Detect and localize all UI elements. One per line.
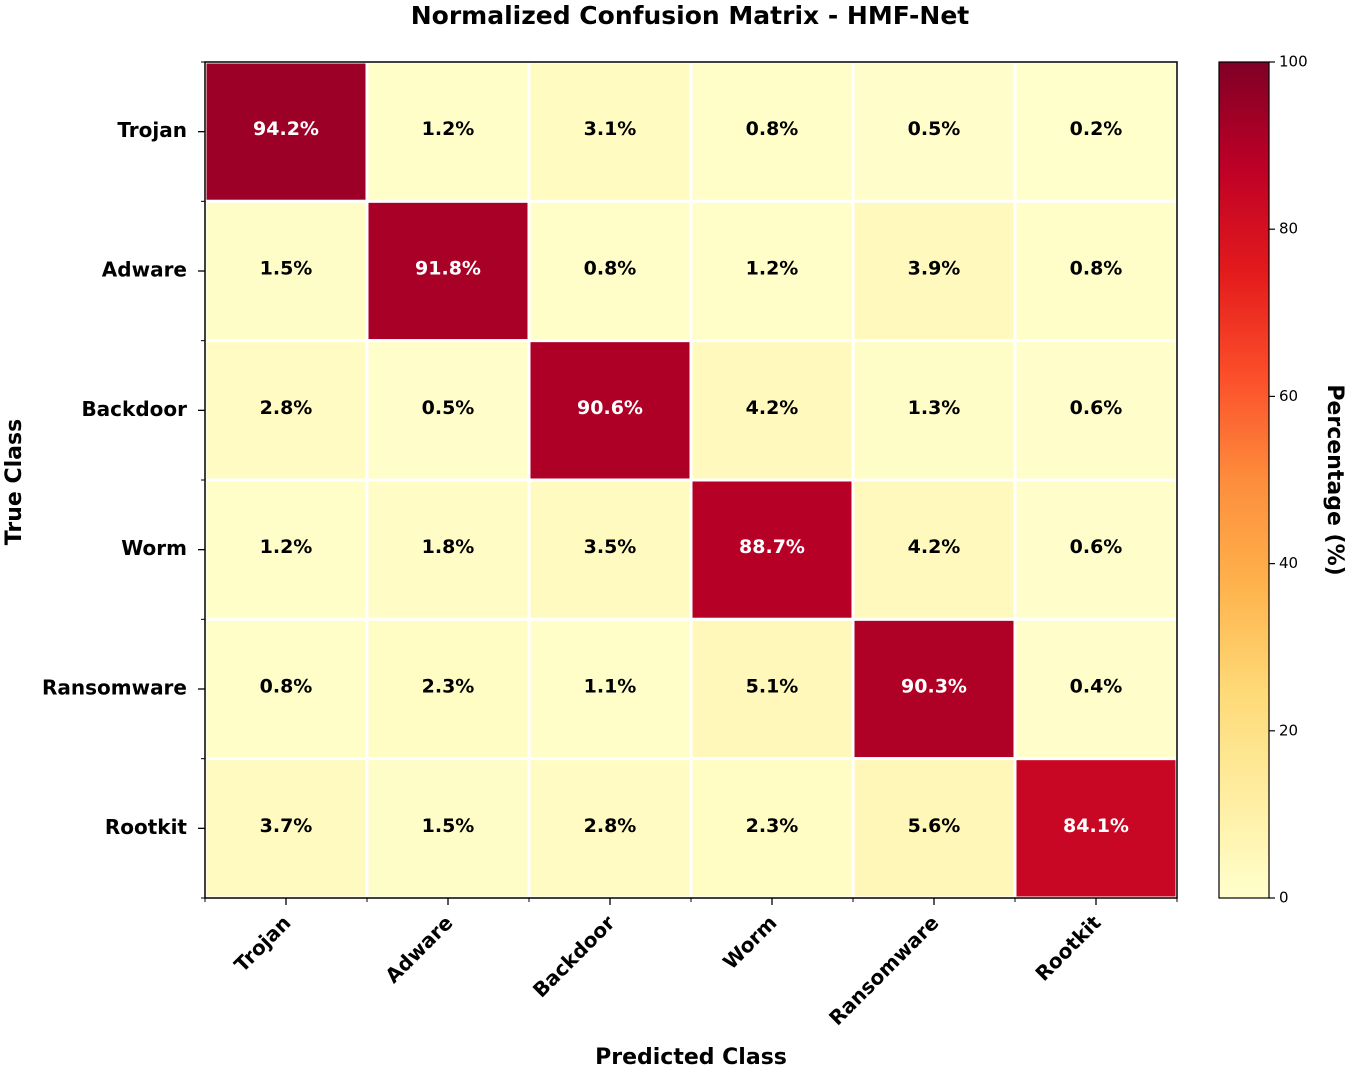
- cell-value-label: 5.1%: [746, 676, 799, 698]
- y-axis-ticks: Trojan Adware Backdoor Worm Ransomware Rootki…: [42, 61, 205, 899]
- y-tick-label: Trojan: [117, 118, 187, 142]
- cell-value-label: 1.5%: [260, 258, 313, 280]
- heatmap-cell: [851, 617, 1017, 761]
- colorbar-tick-label: 0: [1279, 889, 1289, 907]
- cell-value-label: 0.8%: [1070, 258, 1123, 280]
- cell-value-label: 1.3%: [908, 397, 961, 419]
- heatmap-cell: [851, 339, 1017, 482]
- cell-value-label: 5.6%: [908, 815, 961, 837]
- cell-value-label: 1.2%: [422, 118, 475, 140]
- cell-value-label: 3.5%: [584, 536, 637, 558]
- heatmap-cell: [689, 478, 855, 621]
- y-axis-label: True Class: [2, 419, 27, 545]
- colorbar-tick-label: 60: [1279, 387, 1298, 405]
- cell-value-label: 0.6%: [1070, 397, 1123, 419]
- cell-value-label: 1.1%: [584, 676, 637, 698]
- colorbar-tick-label: 80: [1279, 220, 1298, 238]
- x-tick-label: Rootkit: [1030, 910, 1105, 985]
- colorbar-tick-label: 40: [1279, 554, 1298, 572]
- heatmap-cell: [1013, 199, 1179, 343]
- x-tick-label: Worm: [718, 911, 781, 974]
- cell-value-label: 0.8%: [584, 258, 637, 280]
- colorbar-tick-label: 100: [1279, 53, 1308, 71]
- cell-value-label: 1.2%: [260, 536, 313, 558]
- cell-value-label: 90.6%: [577, 397, 643, 419]
- cell-value-label: 3.1%: [584, 118, 637, 140]
- heatmap-cell: [203, 60, 369, 203]
- cell-value-label: 2.3%: [746, 815, 799, 837]
- heatmap-cell: [365, 478, 531, 621]
- cell-value-label: 94.2%: [253, 118, 319, 140]
- y-tick-label: Ransomware: [42, 676, 187, 700]
- heatmap-cell: [1013, 757, 1179, 900]
- cell-value-label: 0.5%: [908, 118, 961, 140]
- cell-value-label: 0.5%: [422, 397, 475, 419]
- cell-value-label: 1.8%: [422, 536, 475, 558]
- x-axis-ticks: Trojan Adware Backdoor Worm Ransomware Rootki…: [204, 898, 1178, 1031]
- cell-value-label: 88.7%: [739, 536, 805, 558]
- cell-value-label: 0.4%: [1070, 676, 1123, 698]
- cell-value-label: 1.5%: [422, 815, 475, 837]
- cell-value-label: 3.9%: [908, 258, 961, 280]
- cell-value-label: 0.2%: [1070, 118, 1123, 140]
- x-tick-label: Backdoor: [528, 910, 620, 1002]
- heatmap-cell: [365, 339, 531, 482]
- heatmap-cell: [1013, 60, 1179, 203]
- cell-value-label: 4.2%: [746, 397, 799, 419]
- y-tick-label: Worm: [121, 536, 187, 560]
- colorbar-ticks: 0 20 40 60 80 100: [1269, 53, 1308, 907]
- colorbar-label: Percentage (%): [1322, 384, 1347, 575]
- cell-value-label: 3.7%: [260, 815, 313, 837]
- colorbar-tick-label: 20: [1279, 721, 1298, 739]
- heatmap-cell: [689, 617, 855, 761]
- y-tick-label: Adware: [102, 258, 187, 282]
- cell-value-label: 4.2%: [908, 536, 961, 558]
- cell-value-label: 0.8%: [260, 676, 313, 698]
- cell-value-label: 2.8%: [584, 815, 637, 837]
- heatmap-cell: [1013, 339, 1179, 482]
- x-tick-label: Ransomware: [824, 911, 944, 1031]
- cell-value-label: 1.2%: [746, 258, 799, 280]
- cell-value-label: 91.8%: [415, 258, 481, 280]
- cell-value-label: 90.3%: [901, 676, 967, 698]
- x-tick-label: Adware: [380, 911, 457, 988]
- cell-value-label: 84.1%: [1063, 815, 1129, 837]
- heatmap-cell: [689, 199, 855, 343]
- x-axis-label: Predicted Class: [595, 1045, 787, 1069]
- cell-value-label: 0.8%: [746, 118, 799, 140]
- chart-title: Normalized Confusion Matrix - HMF-Net: [411, 1, 970, 30]
- heatmap-cell: [203, 478, 369, 621]
- y-tick-label: Rootkit: [105, 815, 188, 839]
- heatmap-cell: [365, 199, 531, 343]
- cell-value-label: 2.3%: [422, 676, 475, 698]
- heatmap-cell: [527, 478, 693, 621]
- cell-value-label: 2.8%: [260, 397, 313, 419]
- heatmap-cell: [365, 60, 531, 203]
- colorbar: [1218, 61, 1270, 899]
- y-tick-label: Backdoor: [81, 397, 187, 421]
- heatmap-cell: [203, 757, 369, 900]
- heatmap-cell: [851, 478, 1017, 621]
- cell-value-label: 0.6%: [1070, 536, 1123, 558]
- heatmap-cells: [203, 60, 1179, 900]
- x-tick-label: Trojan: [229, 911, 295, 977]
- heatmap-cell: [527, 617, 693, 761]
- cell-value-labels: 94.2% 1.2% 3.1% 0.8% 0.5% 0.2% 1.5% 91.8% 0.8% 1.…: [253, 118, 1129, 837]
- heatmap-cell: [689, 339, 855, 482]
